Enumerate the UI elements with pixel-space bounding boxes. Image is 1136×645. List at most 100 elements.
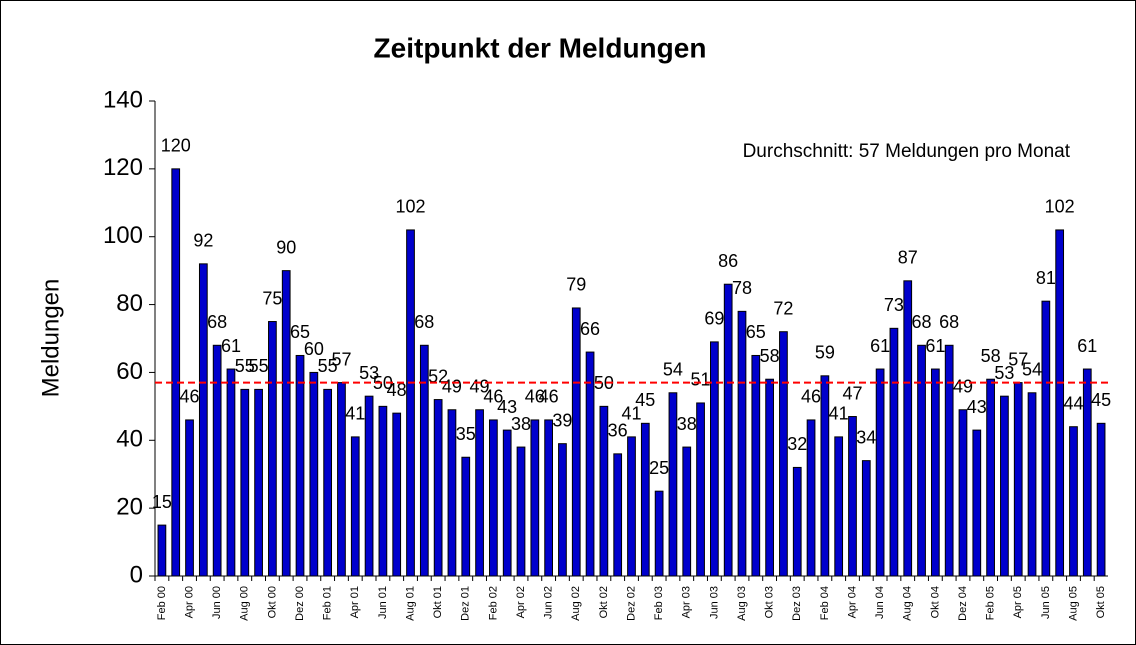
x-tick-label: Jun 01 [377, 586, 389, 619]
bar [723, 283, 733, 577]
data-label: 41 [829, 404, 849, 424]
bar [240, 388, 250, 577]
bar [502, 429, 512, 577]
chart-title: Zeitpunkt der Meldungen [374, 32, 707, 63]
data-label: 72 [773, 298, 793, 318]
x-tick-label: Apr 04 [846, 586, 858, 618]
bar [1041, 300, 1051, 577]
bar [226, 368, 236, 577]
data-label: 66 [580, 319, 600, 339]
data-label: 54 [1022, 360, 1042, 380]
data-label: 39 [552, 410, 572, 430]
bar [1000, 395, 1009, 577]
y-tick-label: 60 [116, 358, 143, 385]
bar [737, 310, 747, 577]
bar [212, 344, 222, 577]
x-tick-label: Jun 00 [211, 586, 223, 619]
x-tick-label: Feb 05 [985, 586, 997, 620]
x-tick-label: Okt 03 [764, 586, 776, 618]
data-label: 58 [981, 346, 1001, 366]
bar [861, 460, 871, 577]
x-tick-label: Feb 02 [487, 586, 499, 620]
x-tick-label: Feb 04 [819, 586, 831, 620]
data-label: 50 [594, 373, 614, 393]
bar [198, 263, 208, 577]
bar [157, 524, 167, 577]
x-tick-label: Jun 04 [874, 586, 886, 619]
bar [516, 446, 526, 577]
data-label: 47 [842, 383, 862, 403]
data-label: 68 [414, 312, 434, 332]
x-tick-label: Okt 04 [929, 586, 941, 618]
x-tick-label: Jun 05 [1040, 586, 1052, 619]
data-label: 65 [290, 322, 310, 342]
x-tick-label: Feb 01 [322, 586, 334, 620]
x-tick-label: Okt 05 [1095, 586, 1107, 618]
bar [447, 409, 457, 577]
data-label: 75 [262, 288, 282, 308]
bar [1096, 422, 1106, 577]
x-tick-label: Dez 02 [625, 586, 637, 621]
data-label: 49 [442, 377, 462, 397]
x-tick-label: Aug 00 [239, 586, 251, 621]
x-tick-label: Aug 01 [404, 586, 416, 621]
bar [613, 453, 623, 577]
x-tick-label: Feb 00 [156, 586, 168, 620]
bar [268, 321, 277, 577]
data-label: 86 [718, 251, 738, 271]
bar [972, 429, 982, 577]
bar [640, 422, 650, 577]
data-label: 68 [939, 312, 959, 332]
x-tick-label: Dez 01 [460, 586, 472, 621]
bar [337, 382, 346, 577]
data-label: 52 [428, 366, 448, 386]
data-label: 59 [815, 343, 835, 363]
data-label: 45 [1091, 390, 1111, 410]
data-label: 46 [180, 387, 200, 407]
bar [392, 412, 402, 577]
bar [1013, 382, 1023, 577]
bar [406, 229, 415, 577]
bar [558, 443, 567, 577]
x-tick-label: Dez 03 [791, 586, 803, 621]
y-tick-label: 40 [116, 426, 143, 453]
x-tick-label: Aug 02 [570, 586, 582, 621]
bar [433, 399, 443, 577]
data-label: 79 [566, 275, 586, 295]
data-label: 73 [884, 295, 904, 315]
bar [254, 388, 263, 577]
data-label: 65 [746, 322, 766, 342]
x-tick-label: Apr 05 [1012, 586, 1024, 618]
data-label: 43 [967, 397, 987, 417]
data-label: 58 [760, 346, 780, 366]
x-tick-label: Feb 03 [653, 586, 665, 620]
data-label: 53 [359, 363, 379, 383]
bar [875, 368, 885, 577]
x-tick-label: Okt 00 [266, 586, 278, 618]
bar [364, 395, 374, 577]
data-label: 43 [497, 397, 517, 417]
x-tick-label: Apr 00 [183, 586, 195, 618]
x-tick-label: Aug 04 [902, 586, 914, 621]
bar [185, 419, 194, 577]
bar [1082, 368, 1092, 577]
data-label: 55 [249, 356, 269, 376]
data-label: 15 [152, 492, 172, 512]
bar [544, 419, 553, 577]
x-tick-label: Jun 03 [708, 586, 720, 619]
data-label: 53 [994, 363, 1014, 383]
bar [599, 405, 609, 577]
bar [944, 344, 954, 577]
data-label: 36 [608, 421, 628, 441]
data-label: 54 [663, 360, 683, 380]
bar [585, 351, 595, 577]
data-label: 120 [161, 136, 191, 156]
bar [765, 378, 774, 577]
y-tick-label: 100 [103, 222, 143, 249]
bar [419, 344, 429, 577]
data-label: 102 [1045, 197, 1075, 217]
bar [1055, 229, 1065, 577]
x-tick-label: Okt 01 [432, 586, 444, 618]
data-label: 61 [1077, 336, 1097, 356]
bar [848, 416, 857, 577]
